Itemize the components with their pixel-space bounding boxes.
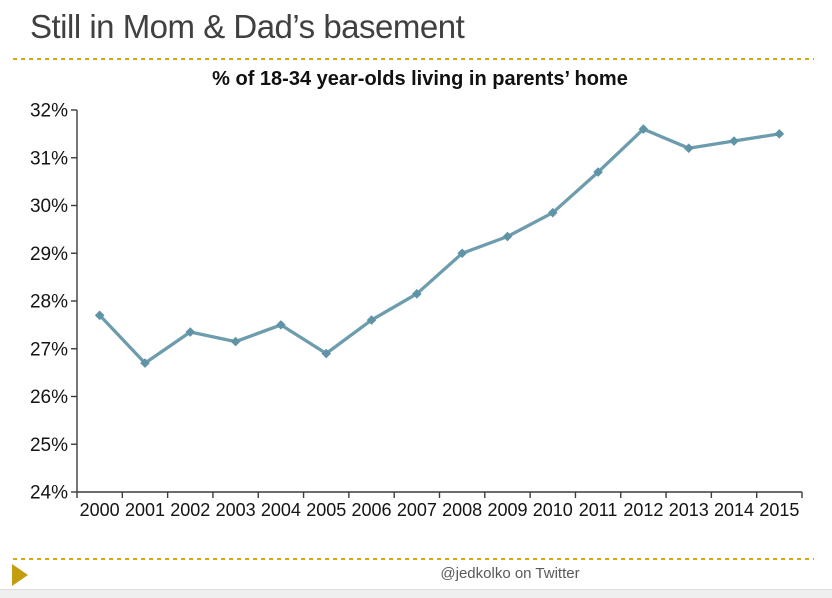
data-point-2013 (683, 143, 694, 153)
x-tick-label: 2015 (759, 500, 799, 520)
y-tick-label: 28% (30, 292, 68, 313)
data-line (98, 127, 781, 365)
data-point-2002 (185, 327, 196, 337)
x-tick-label: 2010 (533, 500, 573, 520)
data-point-2005 (321, 348, 332, 359)
x-tick-label: 2014 (714, 500, 754, 520)
x-tick-label: 2006 (352, 500, 392, 520)
x-tick-label: 2012 (623, 500, 663, 520)
line-chart: 24% 25% 26% 27% 28% 29% 30% 31% 32% 2000 2001 2002 2… (30, 101, 803, 520)
y-tick-label: 30% (30, 196, 68, 217)
data-point-2015 (774, 129, 785, 139)
data-point-2010 (547, 207, 558, 218)
x-tick-label: 2013 (669, 500, 709, 520)
data-point-2009 (502, 231, 513, 242)
data-point-2012 (638, 124, 649, 134)
data-point-2003 (230, 336, 241, 347)
x-tick-label: 2011 (579, 500, 618, 520)
footer-divider (13, 558, 814, 560)
attribution-text: @jedkolko on Twitter (440, 565, 580, 582)
page-title: Still in Mom & Dad’s basement (30, 8, 465, 45)
data-point-2011 (593, 167, 603, 177)
y-tick-label: 31% (30, 148, 68, 169)
x-tick-label: 2009 (487, 500, 527, 520)
x-tick-label: 2002 (170, 500, 210, 520)
data-point-2001 (140, 358, 150, 368)
y-tick-label: 27% (30, 339, 68, 360)
title-divider (13, 58, 814, 60)
data-point-2000 (94, 310, 105, 321)
x-tick-label: 2000 (80, 500, 120, 520)
x-tick-label: 2004 (261, 500, 301, 520)
y-tick-label: 29% (30, 244, 68, 265)
arrow-icon (12, 564, 28, 586)
x-tick-label: 2003 (216, 500, 256, 520)
x-tick-label: 2001 (125, 500, 165, 520)
y-tick-label: 24% (30, 483, 68, 504)
y-tick-label: 25% (30, 435, 68, 456)
data-point-2014 (729, 136, 739, 146)
data-point-2006 (366, 315, 377, 325)
data-point-2007 (412, 289, 422, 299)
y-tick-label: 32% (30, 101, 68, 122)
x-tick-label: 2007 (397, 500, 437, 520)
y-tick-label: 26% (30, 387, 68, 408)
data-point-2008 (457, 248, 467, 259)
data-point-2004 (276, 320, 286, 330)
bottom-bar (0, 589, 832, 598)
x-tick-label: 2008 (442, 500, 482, 520)
chart-title: % of 18-34 year-olds living in parents’ … (212, 68, 628, 90)
x-tick-label: 2005 (306, 500, 346, 520)
